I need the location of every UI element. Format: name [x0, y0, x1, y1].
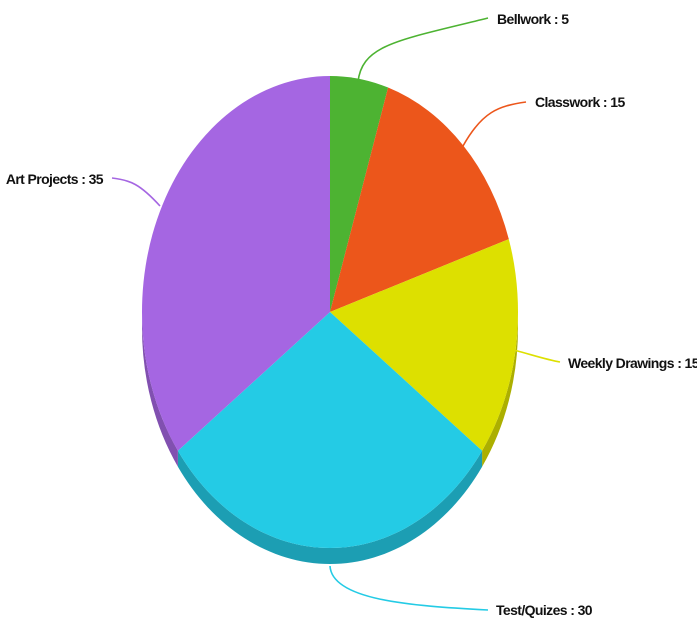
pie-slice-art-projects[interactable]: [142, 76, 330, 451]
slice-label-bellwork: Bellwork : 5: [497, 11, 569, 27]
pie-slice-classwork[interactable]: [330, 87, 509, 312]
pie-slice-bellwork[interactable]: [330, 76, 389, 312]
slice-label-classwork: Classwork : 15: [535, 94, 625, 110]
pie-slice-side-weekly-drawings: [482, 312, 518, 467]
pie-top-layer: [142, 76, 519, 548]
leader-line-classwork: [462, 101, 527, 147]
pie-slice-test-quizes[interactable]: [177, 312, 483, 548]
slice-label-test-quizes: Test/Quizes : 30: [496, 602, 593, 618]
pie-labels: Bellwork : 5 Classwork : 15 Weekly Drawing…: [6, 11, 697, 618]
pie-leader-lines: [111, 17, 561, 611]
leader-line-art-projects: [111, 177, 161, 207]
pie-slice-weekly-drawings[interactable]: [330, 239, 519, 451]
pie-slice-side-test-quizes: [177, 450, 483, 564]
leader-line-test-quizes: [329, 565, 489, 611]
slice-label-weekly-drawings: Weekly Drawings : 15: [568, 355, 697, 371]
leader-line-weekly-drawings: [513, 349, 561, 363]
leader-line-bellwork: [357, 17, 489, 83]
pie-slice-side-art-projects: [142, 312, 178, 467]
slice-label-art-projects: Art Projects : 35: [6, 171, 104, 187]
pie-depth-layer: [142, 312, 518, 564]
